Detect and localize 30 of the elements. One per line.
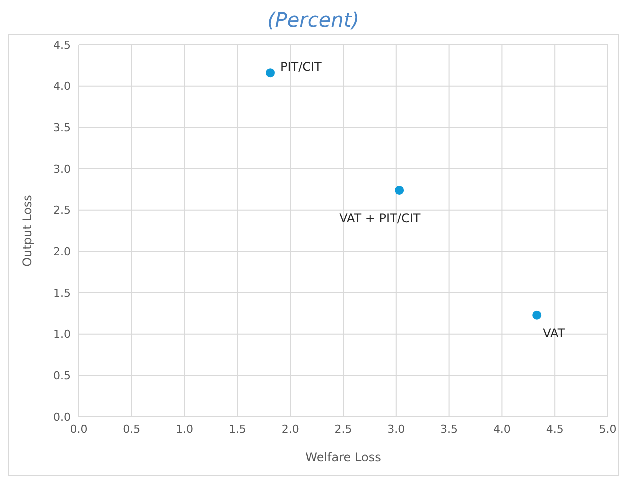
x-tick-label: 1.0 xyxy=(176,422,194,436)
point xyxy=(395,186,404,195)
x-tick-label: 0.0 xyxy=(70,422,88,436)
x-tick-label: 1.5 xyxy=(228,422,246,436)
y-tick-label: 3.5 xyxy=(54,122,71,135)
x-tick-label: 2.5 xyxy=(334,422,352,436)
annotation: VAT xyxy=(543,326,566,340)
point xyxy=(532,310,542,320)
y-tick-label: 0.5 xyxy=(54,370,71,383)
y-tick-label: 0.0 xyxy=(54,410,71,424)
y-tick-label: 2.5 xyxy=(54,204,71,218)
point xyxy=(266,68,275,78)
annotation: PIT/CIT xyxy=(280,60,323,74)
y-tick-label: 4.5 xyxy=(54,38,71,52)
y-tick-label: 3.0 xyxy=(54,162,71,176)
x-tick-label: 4.0 xyxy=(493,422,511,436)
annotation: VAT + PIT/CIT xyxy=(340,211,422,226)
x-axis-title: Welfare Loss xyxy=(306,450,382,465)
y-tick-label: 1.0 xyxy=(54,328,71,342)
y-tick-label: 1.5 xyxy=(54,286,71,300)
x-tick-label: 2.0 xyxy=(282,422,300,436)
y-tick-label: 2.0 xyxy=(54,246,71,259)
x-tick-label: 5.0 xyxy=(599,422,617,436)
x-tick-label: 0.5 xyxy=(123,422,141,436)
chart-title: (Percent) xyxy=(266,8,360,34)
x-tick-label: 4.5 xyxy=(546,422,564,436)
y-tick-label: 4.0 xyxy=(54,80,71,94)
x-tick-label: 3.5 xyxy=(440,422,458,436)
x-tick-label: 3.0 xyxy=(388,422,406,436)
y-axis-title: Output Loss xyxy=(20,195,34,267)
